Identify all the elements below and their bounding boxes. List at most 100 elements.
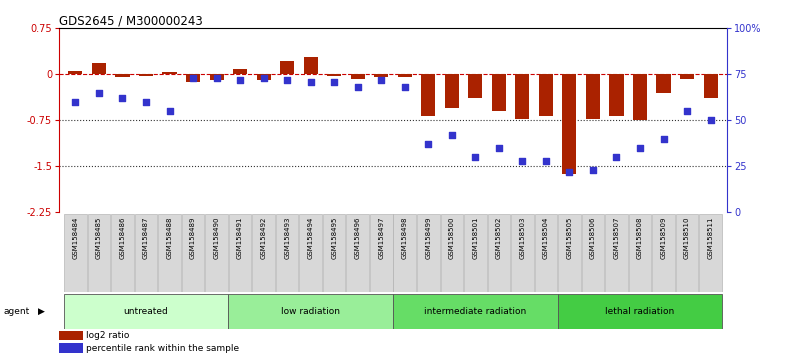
Bar	[229, 214, 252, 292]
Text: low radiation: low radiation	[281, 307, 340, 316]
Bar	[609, 74, 623, 116]
Bar	[233, 69, 247, 74]
Bar	[276, 214, 299, 292]
Bar	[676, 214, 698, 292]
Bar	[210, 74, 224, 80]
Bar	[539, 74, 553, 116]
Text: GSM158500: GSM158500	[449, 217, 455, 259]
Text: ▶: ▶	[38, 307, 45, 316]
Bar	[394, 214, 416, 292]
Text: GSM158501: GSM158501	[472, 217, 479, 259]
Point	[187, 75, 200, 81]
Bar	[680, 74, 694, 79]
Bar	[393, 294, 558, 329]
Text: GSM158511: GSM158511	[707, 217, 714, 259]
Text: GSM158510: GSM158510	[684, 217, 690, 259]
Text: GSM158497: GSM158497	[378, 217, 384, 259]
Point	[328, 79, 340, 85]
Point	[610, 154, 623, 160]
Bar	[252, 214, 275, 292]
Bar	[347, 214, 369, 292]
Point	[704, 118, 717, 123]
Point	[304, 79, 317, 85]
Point	[493, 145, 505, 151]
Bar	[182, 214, 204, 292]
Point	[93, 90, 105, 96]
Point	[69, 99, 82, 105]
Bar	[92, 63, 106, 74]
Bar	[158, 214, 181, 292]
Point	[446, 132, 458, 138]
Bar	[186, 74, 200, 82]
Bar	[116, 74, 130, 78]
Bar	[445, 74, 459, 108]
Text: GSM158509: GSM158509	[660, 217, 667, 259]
Text: GSM158492: GSM158492	[261, 217, 266, 259]
Bar	[629, 214, 652, 292]
Point	[375, 77, 387, 83]
Point	[516, 158, 529, 164]
Bar	[652, 214, 675, 292]
Bar	[139, 74, 153, 75]
Bar	[299, 214, 322, 292]
Bar	[88, 214, 110, 292]
Bar	[703, 74, 718, 98]
Bar	[562, 74, 576, 174]
Point	[211, 75, 223, 81]
Point	[681, 108, 693, 114]
Bar	[534, 214, 557, 292]
Bar	[64, 214, 86, 292]
Bar	[417, 214, 439, 292]
Point	[399, 84, 411, 90]
Text: GSM158502: GSM158502	[496, 217, 501, 259]
Point	[657, 136, 670, 142]
Point	[351, 84, 364, 90]
Text: GSM158488: GSM158488	[167, 217, 172, 259]
Text: GSM158507: GSM158507	[614, 217, 619, 259]
Point	[422, 142, 435, 147]
Bar	[582, 214, 604, 292]
Bar	[421, 74, 435, 116]
Bar	[59, 343, 83, 353]
Text: GSM158505: GSM158505	[567, 217, 572, 259]
Bar	[374, 74, 388, 78]
Text: GSM158491: GSM158491	[237, 217, 243, 259]
Bar	[228, 294, 393, 329]
Bar	[280, 61, 294, 74]
Bar	[464, 214, 487, 292]
Bar	[256, 74, 270, 80]
Text: GSM158506: GSM158506	[590, 217, 596, 259]
Text: agent: agent	[4, 307, 30, 316]
Bar	[558, 294, 722, 329]
Point	[586, 167, 599, 173]
Text: GSM158499: GSM158499	[425, 217, 432, 259]
Bar	[516, 74, 530, 119]
Text: GSM158487: GSM158487	[143, 217, 149, 259]
Text: GSM158485: GSM158485	[96, 217, 102, 259]
Bar	[586, 74, 600, 119]
Bar	[111, 214, 134, 292]
Point	[634, 145, 646, 151]
Bar	[59, 331, 83, 341]
Point	[469, 154, 482, 160]
Text: GDS2645 / M300000243: GDS2645 / M300000243	[59, 14, 203, 27]
Point	[563, 169, 575, 175]
Text: GSM158495: GSM158495	[331, 217, 337, 259]
Text: GSM158489: GSM158489	[190, 217, 196, 259]
Text: log2 ratio: log2 ratio	[86, 331, 130, 340]
Bar	[64, 294, 228, 329]
Text: GSM158508: GSM158508	[637, 217, 643, 259]
Point	[257, 75, 270, 81]
Bar	[68, 71, 83, 74]
Text: GSM158484: GSM158484	[72, 217, 79, 259]
Bar	[558, 214, 581, 292]
Text: lethal radiation: lethal radiation	[605, 307, 674, 316]
Text: GSM158486: GSM158486	[119, 217, 126, 259]
Bar	[205, 214, 228, 292]
Bar	[351, 74, 365, 79]
Bar	[605, 214, 628, 292]
Bar	[492, 74, 506, 111]
Point	[140, 99, 152, 105]
Text: GSM158490: GSM158490	[214, 217, 219, 259]
Bar	[633, 74, 647, 120]
